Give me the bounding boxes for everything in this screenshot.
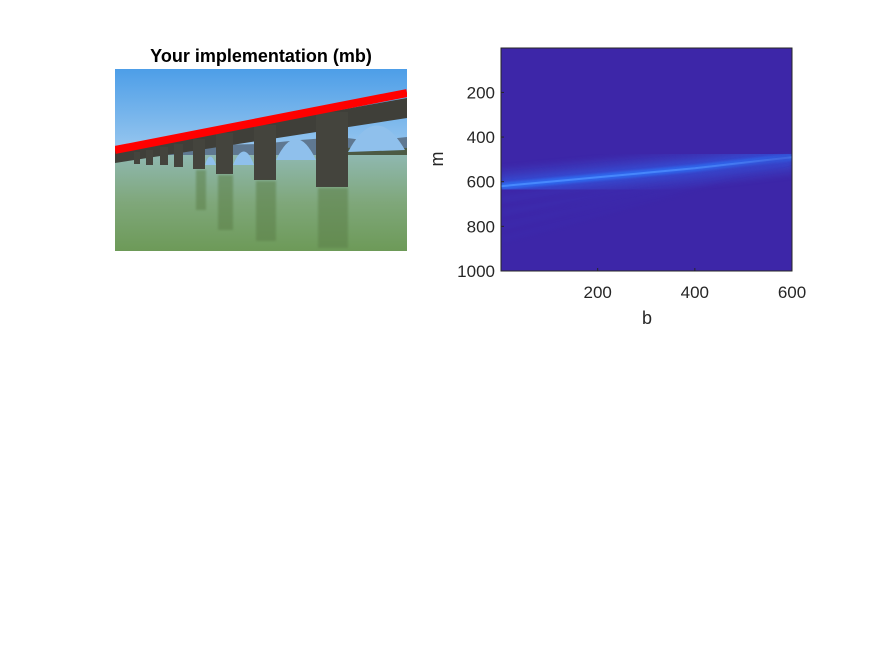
y-tick-label: 600 [467,173,495,192]
y-tick-label: 200 [467,83,495,102]
y-axis-ticks: 200 400 600 800 1000 [457,83,504,281]
y-axis-label: m [427,152,447,167]
x-tick-label: 400 [681,283,709,302]
y-tick-label: 1000 [457,262,495,281]
photo-panel: Your implementation (mb) [115,46,407,251]
y-tick-label: 400 [467,128,495,147]
heatmap-ridge [501,140,792,243]
detected-line [115,89,407,154]
x-axis-ticks: 200 400 600 [583,268,806,302]
heatmap-frame [500,47,793,272]
bridge-photo [115,69,407,251]
x-tick-label: 600 [778,283,806,302]
heatmap-panel: 200 400 600 200 400 600 800 1000 b m [427,47,806,328]
ridge-fan-4 [501,154,792,243]
y-tick-label: 800 [467,217,495,236]
photo-title: Your implementation (mb) [150,46,372,66]
x-tick-label: 200 [583,283,611,302]
x-axis-label: b [642,308,652,328]
